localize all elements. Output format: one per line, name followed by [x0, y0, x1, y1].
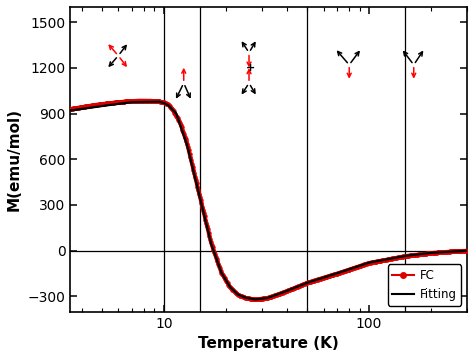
Text: +: +	[246, 63, 255, 73]
Y-axis label: M(emu/mol): M(emu/mol)	[7, 108, 22, 211]
Legend: FC, Fitting: FC, Fitting	[388, 265, 461, 306]
X-axis label: Temperature (K): Temperature (K)	[198, 336, 339, 351]
